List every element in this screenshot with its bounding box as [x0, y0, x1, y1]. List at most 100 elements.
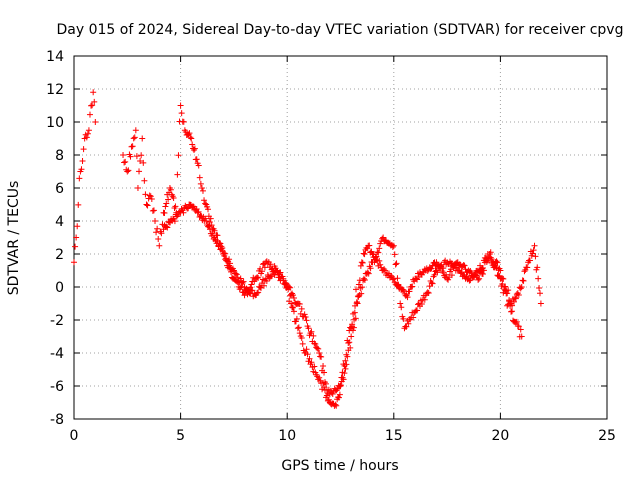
x-tick-label: 5	[176, 428, 185, 444]
track-a-point	[133, 153, 140, 160]
track-b-point	[288, 300, 295, 307]
track-a-point	[154, 225, 161, 232]
track-a-point	[193, 156, 200, 163]
track-b-point	[354, 300, 361, 307]
track-a-point	[149, 207, 156, 214]
track-b-point	[218, 243, 225, 250]
track-a-point	[406, 288, 413, 295]
track-a-point	[138, 152, 145, 159]
track-b-point	[321, 387, 328, 394]
track-b-point	[507, 302, 514, 309]
track-b-point	[185, 205, 192, 212]
x-tick-label: 10	[278, 428, 296, 444]
track-b-point	[209, 230, 216, 237]
track-b-point	[320, 379, 327, 386]
track-b-point	[418, 300, 425, 307]
track-a-point	[124, 168, 131, 175]
y-tick-label: 12	[46, 82, 64, 98]
track-b-point	[287, 292, 294, 299]
track-b-point	[280, 275, 287, 282]
track-a-point	[196, 174, 203, 181]
track-a-point	[72, 243, 79, 250]
track-a-point	[301, 311, 308, 318]
track-a-point	[308, 328, 315, 335]
track-a-point	[172, 203, 179, 210]
track-a-point	[534, 264, 541, 271]
track-a-point	[305, 325, 312, 332]
track-b-point	[405, 320, 412, 327]
track-a-point	[156, 242, 163, 249]
y-tick-label: -8	[50, 412, 64, 428]
track-a-point	[71, 259, 77, 266]
track-b-point	[472, 271, 479, 278]
track-a-point	[121, 159, 128, 166]
track-a-point	[131, 134, 138, 141]
track-b-point	[344, 353, 351, 360]
track-a-point	[445, 276, 452, 283]
track-b-point	[240, 278, 247, 285]
track-b-point	[487, 254, 494, 261]
y-tick-label: 10	[46, 115, 64, 131]
track-a-point	[511, 294, 518, 301]
track-a-point	[290, 292, 297, 299]
track-b-point	[389, 244, 396, 251]
track-b-point	[332, 401, 339, 408]
track-a-point	[354, 293, 361, 300]
track-b-point	[499, 280, 506, 287]
track-b-point	[257, 284, 264, 291]
y-tick-label: 6	[55, 181, 64, 197]
track-a-point	[75, 201, 82, 208]
track-a-point	[521, 268, 528, 275]
track-b-point	[321, 384, 328, 391]
track-b-point	[372, 254, 379, 261]
data-points	[71, 89, 544, 409]
track-b-point	[479, 264, 486, 271]
track-a-point	[158, 230, 165, 237]
track-a-point	[163, 200, 170, 207]
track-b-point	[173, 213, 180, 220]
track-a-point	[404, 294, 411, 301]
track-a-point	[205, 206, 212, 213]
track-a-point	[515, 292, 522, 299]
track-a-point	[188, 135, 195, 142]
track-b-point	[343, 361, 350, 368]
track-a-point	[127, 153, 134, 160]
track-a-point	[197, 180, 204, 187]
track-b-point	[395, 282, 402, 289]
track-a-point	[136, 168, 143, 175]
track-a-point	[259, 268, 266, 275]
track-a-point	[144, 202, 151, 209]
track-a-point	[165, 196, 172, 203]
track-b-point	[501, 286, 508, 293]
track-a-point	[377, 261, 384, 268]
track-a-point	[132, 127, 139, 134]
track-a-point	[409, 283, 416, 290]
track-a-point	[310, 332, 317, 339]
track-b-point	[203, 218, 210, 224]
track-a-point	[148, 196, 155, 203]
track-a-point	[187, 134, 194, 141]
track-b-point	[390, 242, 397, 249]
track-a-point	[318, 353, 325, 360]
track-a-point	[251, 278, 258, 285]
track-b-point	[249, 287, 256, 294]
track-b-point	[277, 269, 284, 276]
y-tick-label: 14	[46, 49, 64, 65]
track-a-point	[79, 158, 86, 165]
track-b-point	[497, 275, 504, 282]
track-a-point	[207, 215, 214, 222]
track-b-point	[289, 304, 296, 311]
track-a-point	[307, 330, 314, 337]
track-b-point	[233, 271, 240, 278]
track-a-point	[400, 287, 407, 294]
y-tick-label: -4	[50, 346, 64, 362]
track-a-point	[320, 362, 327, 369]
track-a-point	[155, 235, 162, 242]
x-tick-label: 0	[70, 428, 79, 444]
track-a-point	[139, 135, 146, 142]
y-tick-label: 2	[55, 247, 64, 263]
track-b-point	[290, 304, 297, 311]
track-a-point	[90, 89, 97, 96]
track-b-point	[227, 260, 234, 267]
track-a-point	[146, 192, 153, 199]
